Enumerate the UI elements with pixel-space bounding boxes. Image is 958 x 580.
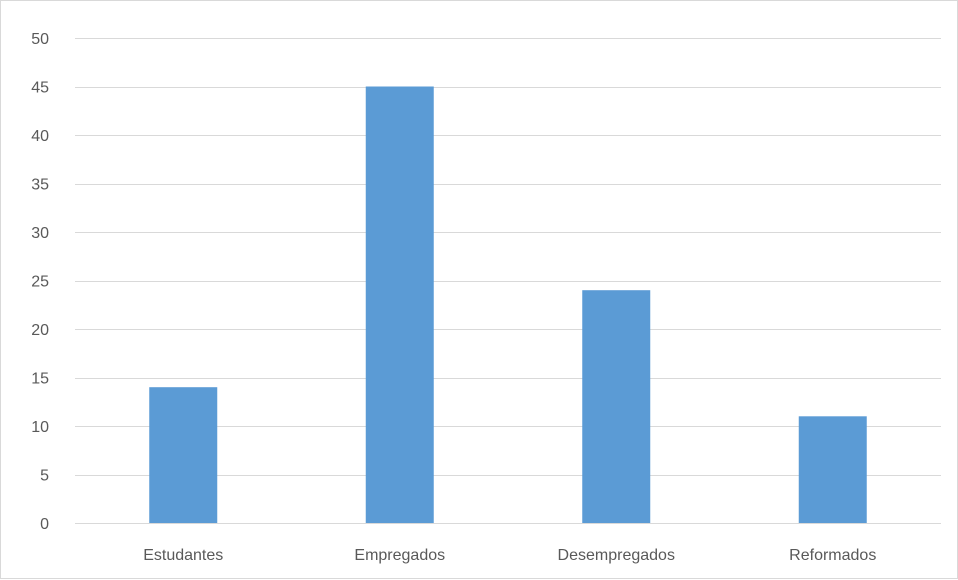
y-tick-label: 15 xyxy=(31,371,49,388)
bar-desempregados xyxy=(582,290,651,523)
y-tick-label: 0 xyxy=(40,516,49,533)
x-tick-label: Desempregados xyxy=(558,547,675,564)
y-tick-label: 35 xyxy=(31,177,49,194)
x-tick-label: Empregados xyxy=(354,547,445,564)
bars xyxy=(149,86,867,523)
gridlines xyxy=(75,38,941,524)
y-tick-label: 5 xyxy=(40,468,49,485)
y-tick-label: 45 xyxy=(31,80,49,97)
y-tick-label: 50 xyxy=(31,31,49,48)
y-tick-label: 10 xyxy=(31,419,49,436)
bar-empregados xyxy=(365,86,434,523)
x-tick-label: Estudantes xyxy=(143,547,223,564)
y-axis-ticks: 0 5 10 15 20 25 30 35 40 45 50 xyxy=(31,31,49,533)
y-tick-label: 20 xyxy=(31,322,49,339)
y-tick-label: 30 xyxy=(31,225,49,242)
x-tick-label: Reformados xyxy=(789,547,876,564)
bar-estudantes xyxy=(149,387,218,523)
y-tick-label: 40 xyxy=(31,128,49,145)
bar-reformados xyxy=(798,416,867,523)
y-tick-label: 25 xyxy=(31,274,49,291)
x-axis-ticks: Estudantes Empregados Desempregados Reforma… xyxy=(143,547,876,564)
